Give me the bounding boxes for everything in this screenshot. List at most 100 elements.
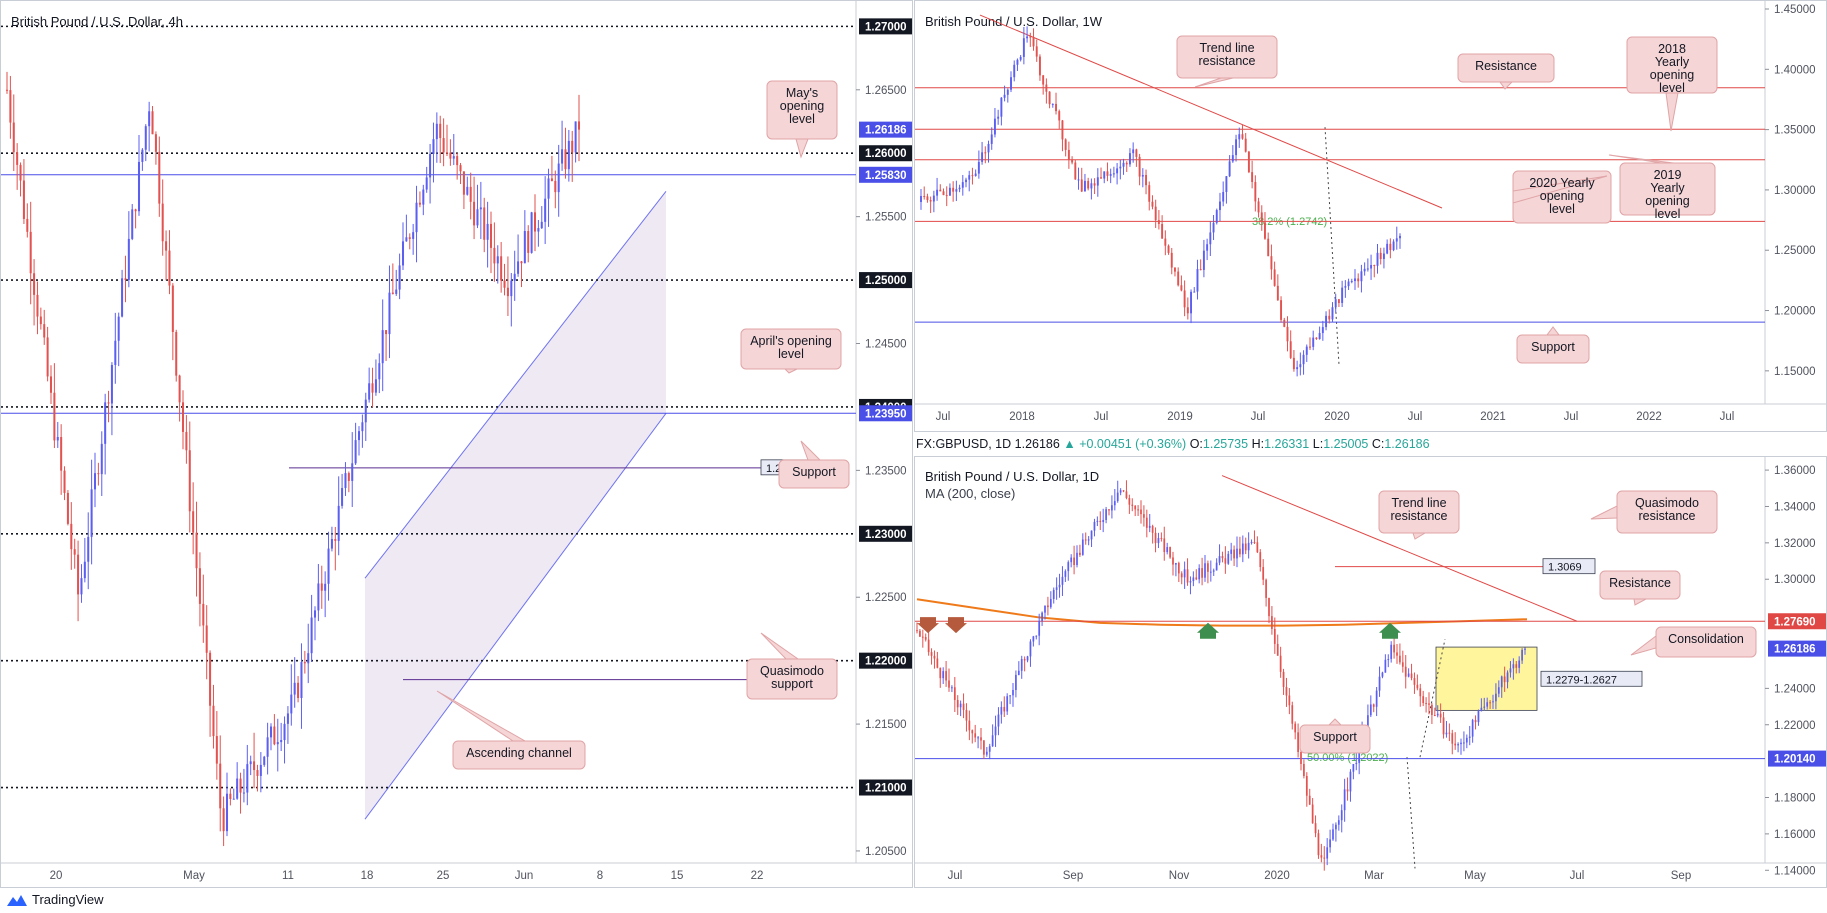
price-label-badge <box>1768 613 1826 630</box>
candle-body <box>313 610 317 618</box>
chart-weekly-panel[interactable]: British Pound / U.S. Dollar, 1W 38.2% (1… <box>914 0 1827 432</box>
price-axis-label: 1.22000 <box>1774 720 1816 732</box>
candle-body <box>537 228 540 232</box>
candle-body <box>1506 672 1509 683</box>
candle-body <box>280 740 283 743</box>
candle-body <box>1317 833 1320 856</box>
candle-body <box>1140 509 1142 515</box>
candle-body <box>1474 720 1477 723</box>
chart-daily-panel[interactable]: British Pound / U.S. Dollar, 1D MA (200,… <box>914 456 1827 888</box>
price-axis-label: 1.16000 <box>1774 829 1816 841</box>
aprils-opening-callout-text: April's opening <box>750 334 832 348</box>
tradingview-footer[interactable]: TradingView <box>6 892 104 907</box>
candle-body <box>1291 705 1294 724</box>
candle-body <box>1061 120 1064 140</box>
candle-body <box>219 763 222 809</box>
candle-body <box>310 617 313 654</box>
quasimodo-resistance-callout-text: resistance <box>1639 509 1696 523</box>
price-axis-label: 1.30000 <box>1774 185 1816 197</box>
candle-body <box>1241 134 1244 139</box>
daily-fib-dotted-line-2 <box>1419 639 1446 758</box>
candle-body <box>945 195 948 197</box>
candle-body <box>1070 557 1073 563</box>
candle-body <box>1254 181 1257 202</box>
price-label-badge <box>859 145 912 162</box>
candle-body <box>1172 557 1174 565</box>
candle-body <box>1198 568 1201 580</box>
candle-body <box>185 431 188 451</box>
price-axis-label: 1.18000 <box>1774 793 1816 805</box>
candle-body <box>53 392 56 441</box>
candle-body <box>1103 171 1106 179</box>
candle-body <box>1029 36 1032 38</box>
consolidation-range-tag-box <box>1540 670 1643 687</box>
candle-body <box>97 473 100 475</box>
candle-body <box>344 473 347 489</box>
candle-body <box>1503 676 1506 683</box>
candle-body <box>1228 161 1231 177</box>
daily-fib-dotted-line <box>1406 757 1416 869</box>
candle-body <box>303 662 306 664</box>
resistance-callout-tail <box>1499 81 1514 90</box>
daily-resistance-callout-text: Resistance <box>1609 576 1671 590</box>
candle-body <box>1077 179 1080 181</box>
candle-body <box>1038 56 1041 76</box>
candle-body <box>496 256 499 264</box>
candle-body <box>401 241 405 266</box>
candle-body <box>1425 703 1427 705</box>
yearly-2020-callout-text: 2020 Yearly <box>1529 176 1595 190</box>
candle-body <box>924 637 927 640</box>
chart-4h-panel[interactable]: British Pound / U.S. Dollar, 4h 1.23521.… <box>0 0 913 888</box>
candle-body <box>93 473 97 490</box>
price-label-badge <box>1768 640 1826 657</box>
candle-body <box>1116 168 1119 174</box>
candle-body <box>1212 570 1215 572</box>
candle-body <box>1335 824 1337 830</box>
candle-body <box>1465 737 1468 743</box>
candle-body <box>1360 271 1363 282</box>
price-axis-label: 1.34000 <box>1774 501 1816 513</box>
yearly-2019-callout-text: Yearly <box>1650 181 1685 195</box>
candle-body <box>971 175 974 177</box>
candle-body <box>1321 327 1324 334</box>
candle-body <box>432 139 435 154</box>
candle-body <box>1347 281 1350 287</box>
candle-body <box>1233 549 1235 559</box>
candle-body <box>500 256 503 281</box>
candle-body <box>1372 704 1375 707</box>
candle-body <box>997 714 1000 727</box>
candle-body <box>1209 571 1212 573</box>
candle-body <box>1177 271 1180 286</box>
time-axis-label: Jul <box>1570 870 1585 882</box>
candle-body <box>26 218 29 232</box>
candle-body <box>1384 659 1387 673</box>
candle-body <box>1329 839 1331 848</box>
candle-body <box>948 680 950 688</box>
candle-body <box>1492 701 1494 703</box>
candle-body <box>1102 519 1105 523</box>
chart-daily-canvas[interactable]: 50.00% (1.2022)1.30691.2279-1.2627Trend … <box>915 457 1827 888</box>
candle-body <box>165 241 168 251</box>
candle-body <box>459 165 462 172</box>
price-label-badge <box>1768 750 1826 767</box>
candle-body <box>953 687 956 700</box>
price-axis-label: 1.26500 <box>865 85 907 97</box>
candle-body <box>1375 690 1378 707</box>
candle-body <box>533 212 537 232</box>
low-label: L: <box>1312 437 1324 451</box>
candle-body <box>66 492 69 524</box>
price-axis-label: 1.24500 <box>865 339 907 351</box>
down-arrow-icon <box>917 617 939 634</box>
candle-body <box>1206 244 1209 251</box>
candle-body <box>1032 37 1035 47</box>
daily-trendline-resistance <box>1221 475 1578 622</box>
candle-body <box>554 180 557 193</box>
time-axis-label: 2020 <box>1264 870 1290 882</box>
candle-body <box>327 548 330 584</box>
candle-body <box>1366 268 1369 270</box>
chart-4h-title: British Pound / U.S. Dollar, 4h <box>11 14 183 29</box>
candle-body <box>391 292 394 294</box>
candle-body <box>1145 517 1148 528</box>
